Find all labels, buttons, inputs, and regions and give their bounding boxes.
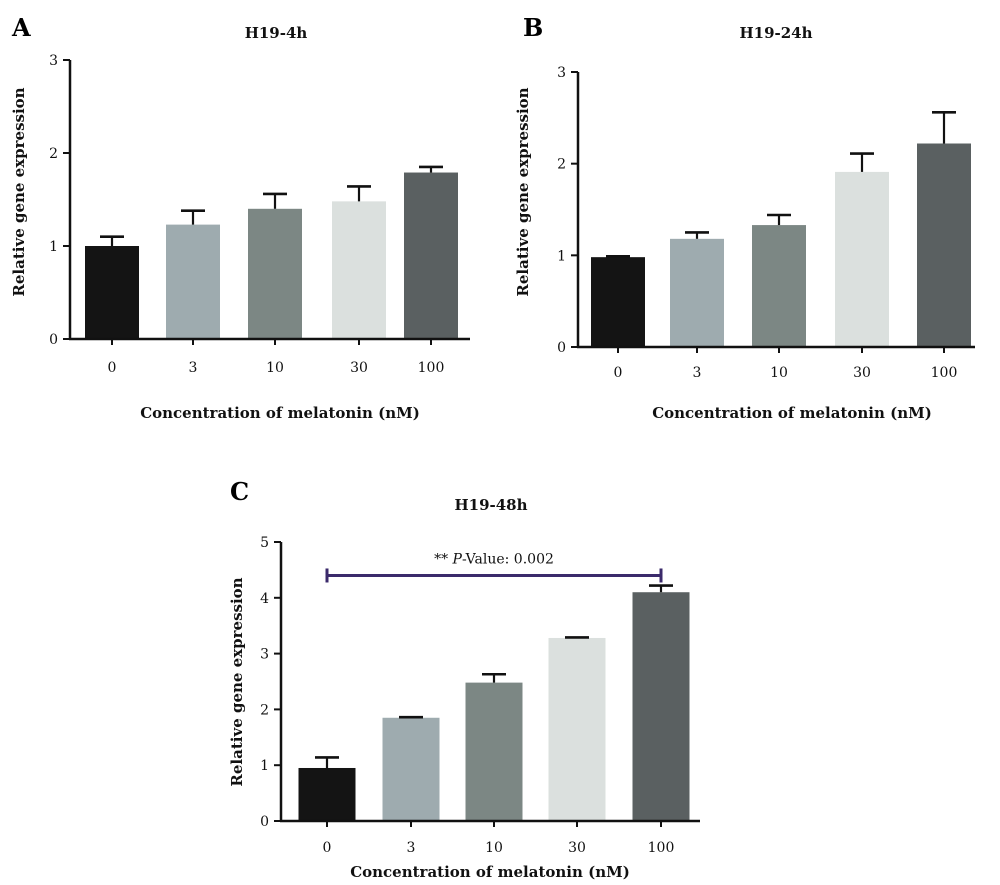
bar-0 (298, 767, 356, 821)
x-tick-label: 0 (108, 360, 117, 376)
chart-panel-c: C H19-48h 0 3 10 30 100 0 1 2 3 4 5 Concentration of … (228, 477, 700, 881)
bar-10 (248, 208, 302, 339)
x-axis-label: Concentration of melatonin (nM) (140, 404, 420, 422)
y-axis-label: Relative gene expression (228, 577, 246, 786)
x-tick-label: 100 (418, 360, 445, 376)
y-tick-label: 5 (260, 535, 269, 551)
x-tick-label: 3 (407, 840, 416, 856)
panel-letter: C (230, 477, 249, 506)
bar-100 (632, 592, 690, 821)
x-tick-label: 10 (266, 360, 284, 376)
y-tick-label: 1 (557, 248, 566, 264)
x-axis-label: Concentration of melatonin (nM) (652, 404, 932, 422)
y-tick-label: 3 (260, 647, 269, 663)
y-tick-label: 2 (49, 146, 58, 162)
x-tick-label: 0 (323, 840, 332, 856)
y-tick-label: 4 (260, 591, 269, 607)
y-tick-label: 3 (49, 53, 58, 69)
panel-letter: A (11, 13, 31, 42)
y-tick-label: 1 (49, 239, 58, 255)
bar-3 (382, 717, 440, 821)
x-tick-label: 10 (770, 365, 788, 381)
x-tick-label: 30 (350, 360, 368, 376)
y-tick-label: 0 (49, 332, 58, 348)
x-tick-label: 100 (648, 840, 675, 856)
chart-title: H19-24h (739, 24, 812, 42)
x-tick-label: 100 (931, 365, 958, 381)
chart-panel-a: A H19-4h 0 3 10 30 100 0 1 2 3 Concentration of mel… (10, 13, 470, 422)
significance-label: ** P-Value: 0.002 (434, 551, 554, 567)
y-axis-label: Relative gene expression (10, 87, 28, 296)
x-tick-label: 3 (693, 365, 702, 381)
chart-panel-b: B H19-24h 0 3 10 30 100 0 1 2 3 Concentration of me… (514, 13, 975, 422)
bar-0 (591, 257, 645, 347)
bar-10 (465, 682, 523, 821)
panel-letter: B (523, 13, 543, 42)
y-tick-label: 1 (260, 758, 269, 774)
x-tick-label: 30 (568, 840, 586, 856)
bar-3 (670, 238, 724, 347)
y-tick-label: 2 (260, 702, 269, 718)
bar-100 (404, 172, 458, 339)
y-tick-label: 0 (260, 814, 269, 830)
y-tick-label: 2 (557, 157, 566, 173)
bar-0 (85, 246, 139, 339)
x-axis-label: Concentration of melatonin (nM) (350, 863, 630, 881)
bar-30 (548, 637, 606, 821)
y-tick-label: 3 (557, 65, 566, 81)
bar-30 (332, 201, 386, 339)
bar-3 (166, 224, 220, 339)
x-tick-label: 10 (485, 840, 503, 856)
bar-100 (917, 143, 971, 347)
chart-title: H19-4h (245, 24, 308, 42)
x-tick-label: 0 (614, 365, 623, 381)
x-tick-label: 30 (853, 365, 871, 381)
y-axis-label: Relative gene expression (514, 87, 532, 296)
bar-30 (835, 171, 889, 347)
chart-title: H19-48h (454, 496, 527, 514)
y-tick-label: 0 (557, 340, 566, 356)
x-tick-label: 3 (189, 360, 198, 376)
bar-10 (752, 225, 806, 347)
